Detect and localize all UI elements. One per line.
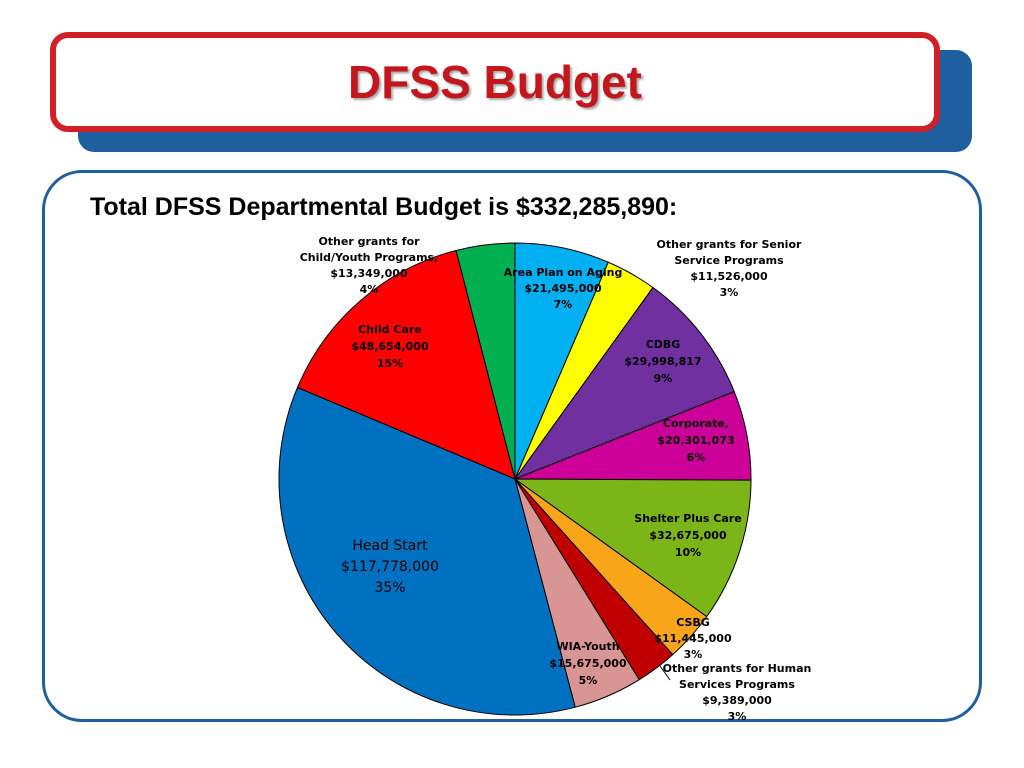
slice-label-csbg: CSBG $11,445,000 3% xyxy=(654,616,732,661)
slice-label-cdbg: CDBG $29,998,817 9% xyxy=(624,338,701,385)
slice-label-corporate: Corporate, $20,301,073 6% xyxy=(657,417,734,464)
slice-label-wia-youth: WIA-Youth $15,675,000 5% xyxy=(549,640,627,687)
slice-label-area-plan-on-aging: Area Plan on Aging $21,495,000 7% xyxy=(504,266,623,311)
leader-line xyxy=(659,665,671,681)
pie-slice-other-grants-for-child-youth-programs xyxy=(455,242,516,480)
pie-slice-cdbg xyxy=(513,286,735,481)
pie-slice-child-care xyxy=(296,249,516,480)
slice-label-child-care: Child Care $48,654,000 15% xyxy=(351,323,429,370)
slice-label-head-start: Head Start $117,778,000 35% xyxy=(341,538,439,596)
title-box: DFSS Budget xyxy=(50,32,940,132)
slice-label-other-grants-for-senior-service-programs: Other grants for Senior Service Programs $… xyxy=(657,238,802,299)
slice-labels: Area Plan on Aging $21,495,000 7% Other gra… xyxy=(300,235,812,723)
pie-slice-head-start xyxy=(278,386,576,716)
budget-subtitle: Total DFSS Departmental Budget is $332,2… xyxy=(90,193,678,221)
page-title: DFSS Budget xyxy=(348,56,642,108)
slice-label-shelter-plus-care: Shelter Plus Care $32,675,000 10% xyxy=(634,512,741,559)
pie-slice-shelter-plus-care xyxy=(513,478,752,618)
slice-label-other-grants-for-human-services-programs: Other grants for Human Services Programs $… xyxy=(663,662,812,723)
slice-label-other-grants-for-child-youth-programs: Other grants for Child/Youth Programs, $13… xyxy=(300,235,439,296)
pie-slices xyxy=(278,242,752,716)
leader-lines xyxy=(659,665,671,681)
